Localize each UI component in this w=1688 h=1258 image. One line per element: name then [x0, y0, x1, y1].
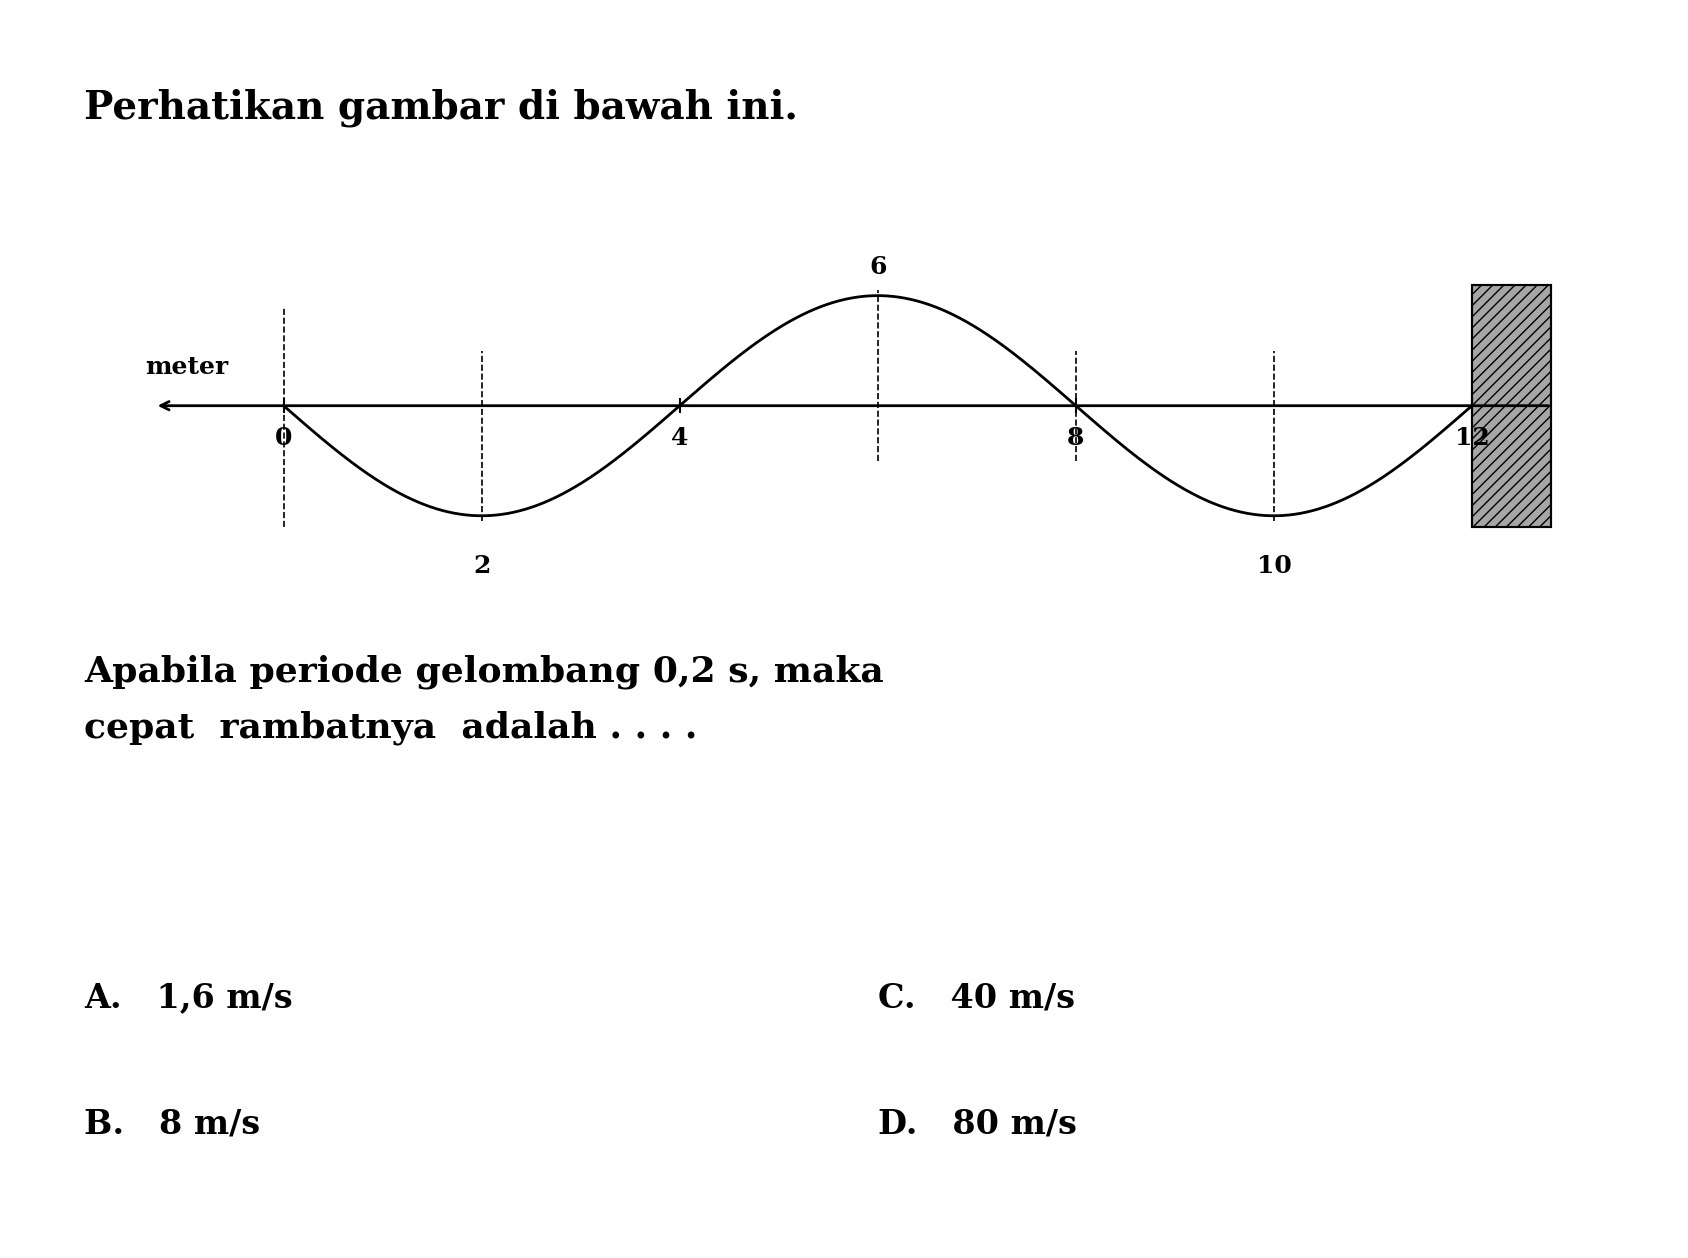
Text: Apabila periode gelombang 0,2 s, maka
cepat  rambatnya  adalah . . . .: Apabila periode gelombang 0,2 s, maka ce…	[84, 654, 885, 745]
Text: A.   1,6 m/s: A. 1,6 m/s	[84, 981, 294, 1014]
Text: 10: 10	[1256, 555, 1291, 579]
Text: 0: 0	[275, 425, 292, 449]
Text: C.   40 m/s: C. 40 m/s	[878, 981, 1075, 1014]
Text: D.   80 m/s: D. 80 m/s	[878, 1107, 1077, 1140]
Text: 8: 8	[1067, 425, 1084, 449]
Text: 6: 6	[869, 255, 886, 279]
Text: 4: 4	[672, 425, 689, 449]
Bar	[1472, 284, 1551, 527]
Text: 12: 12	[1455, 425, 1489, 449]
Text: meter: meter	[145, 355, 228, 379]
Text: B.   8 m/s: B. 8 m/s	[84, 1107, 260, 1140]
Text: Perhatikan gambar di bawah ini.: Perhatikan gambar di bawah ini.	[84, 88, 798, 127]
Bar	[1472, 284, 1551, 527]
Text: 2: 2	[473, 555, 490, 579]
